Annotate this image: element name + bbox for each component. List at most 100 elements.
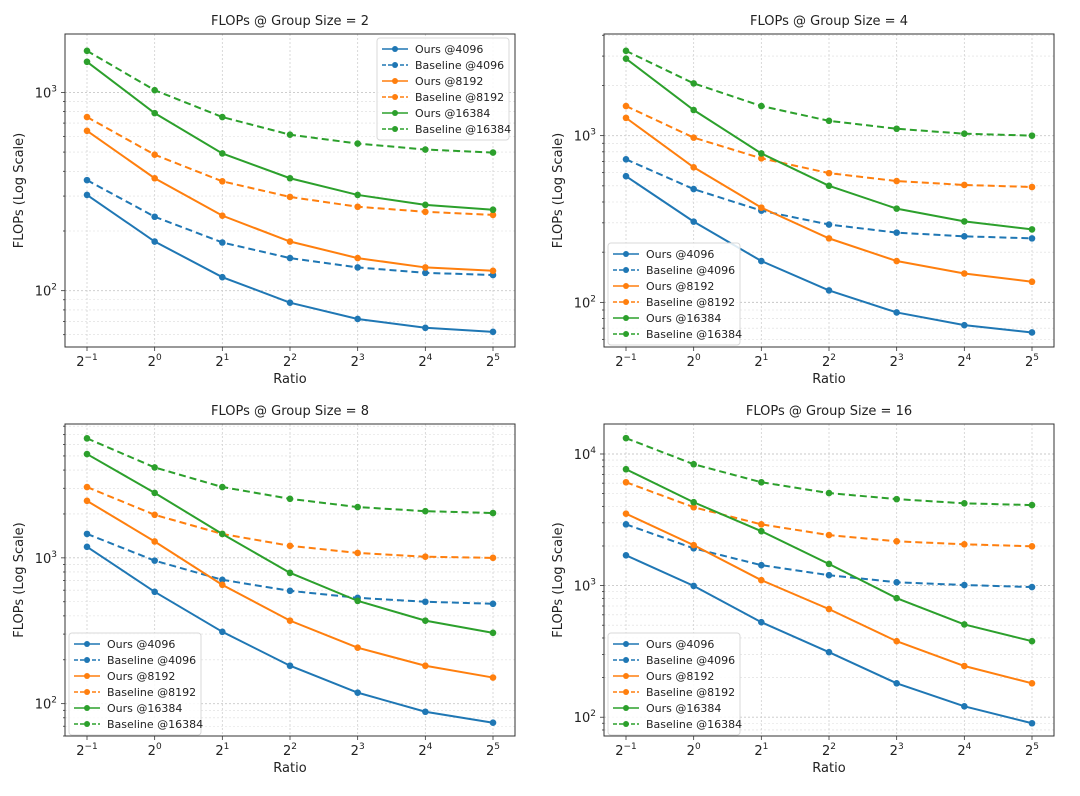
x-tick-base: 2 [486,355,494,370]
data-point [1028,542,1036,550]
y-tick-exponent: 3 [51,550,57,560]
x-tick-label: 24 [418,353,432,370]
x-tick-base: 2 [1025,355,1033,370]
x-tick-base: 2 [283,355,291,370]
data-point [1028,637,1036,645]
data-point [893,637,900,645]
y-tick-label: 103 [574,128,596,145]
x-tick-base: 2 [76,355,84,370]
legend-marker [623,267,629,273]
y-axis-label: FLOPs (Log Scale) [551,133,566,248]
series-baseline-8192 [83,113,497,219]
x-tick-exponent: 5 [494,353,500,363]
chart-title: FLOPs @ Group Size = 16 [746,404,912,419]
data-point [489,149,497,156]
data-point [961,500,968,507]
x-tick-exponent: 2 [830,742,836,752]
x-tick-base: 2 [148,355,156,370]
x-axis-label: Ratio [273,761,306,776]
x-tick-label: 20 [148,353,162,370]
data-point [219,628,226,636]
x-tick-label: 2−1 [615,742,637,759]
data-point [151,213,158,221]
data-point [961,662,968,670]
x-tick-exponent: 4 [966,353,972,363]
legend-box [68,632,202,736]
data-point [422,146,429,153]
data-point [690,503,697,511]
legend-item: Baseline @8192 [74,686,196,699]
x-tick-exponent: 4 [427,353,433,363]
series-baseline-8192 [622,102,1036,191]
data-point [286,662,294,670]
series-baseline-8192 [622,478,1036,550]
legend-label: Ours @8192 [415,75,483,88]
data-point [1028,583,1036,591]
data-point [219,483,226,491]
legend-marker [392,110,398,116]
x-tick-exponent: 0 [695,353,701,363]
x-tick-base: 2 [1025,744,1033,759]
legend-marker [623,689,629,695]
x-tick-label: 21 [215,742,229,759]
y-tick-exponent: 3 [51,84,57,94]
data-point [286,299,294,306]
y-tick-exponent: 2 [51,283,57,293]
series-ours-4096 [622,172,1036,336]
data-point [151,464,158,471]
y-tick-base: 10 [574,296,591,311]
x-tick-exponent: 5 [1033,353,1039,363]
x-tick-exponent: 1 [224,742,230,752]
x-tick-label: 24 [957,353,971,370]
data-point [83,191,91,199]
y-tick-exponent: 3 [590,578,596,588]
x-tick-base: 2 [890,355,898,370]
data-point [151,588,158,596]
data-point [489,719,497,727]
x-tick-label: 20 [687,353,701,370]
data-point [758,257,765,265]
data-point [219,150,226,157]
data-point [961,540,968,548]
x-tick-base: 2 [822,744,830,759]
legend-label: Ours @8192 [107,670,175,683]
series-ours-16384 [622,55,1036,233]
data-point [961,233,968,240]
data-point [825,648,833,656]
series-baseline-16384 [622,434,1036,509]
data-point [961,218,968,225]
legend-label: Baseline @8192 [107,686,196,699]
x-tick-exponent: 1 [763,353,769,363]
legend-marker [84,673,90,679]
data-point [83,483,91,491]
x-tick-label: 23 [890,742,904,759]
legend-marker [392,46,398,52]
legend-marker [84,657,90,663]
data-point [690,460,697,468]
data-point [825,571,833,579]
legend-item: Ours @8192 [613,670,714,683]
data-point [354,140,361,147]
x-tick-label: 25 [486,353,500,370]
x-tick-base: 2 [754,744,762,759]
y-axis-label: FLOPs (Log Scale) [551,522,566,637]
legend: Ours @4096 Baseline @4096 Ours @8192 Baseli… [607,632,742,736]
legend-label: Baseline @16384 [107,718,203,731]
data-point [286,587,294,595]
x-tick-label: 20 [148,742,162,759]
data-point [758,561,765,569]
data-point [1028,226,1036,233]
x-tick-base: 2 [687,744,695,759]
x-tick-exponent: 2 [291,353,297,363]
x-tick-label: 22 [822,742,836,759]
data-point [354,203,361,211]
legend-label: Baseline @16384 [646,718,742,731]
data-point [758,155,765,162]
x-tick-label: 23 [890,353,904,370]
data-point [422,264,429,271]
data-point [219,239,226,246]
data-point [825,531,833,539]
data-point [83,497,91,505]
